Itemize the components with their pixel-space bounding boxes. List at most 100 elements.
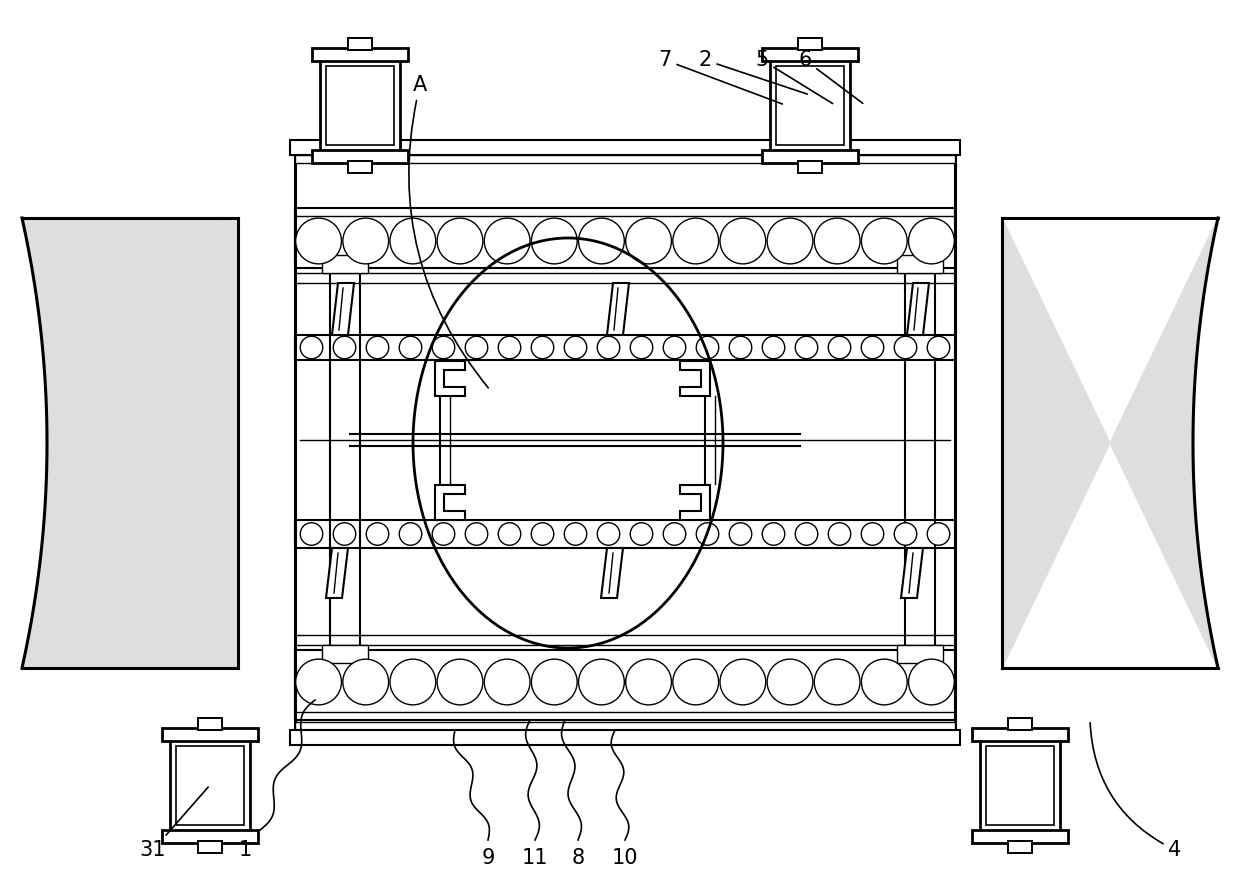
Bar [897, 645, 942, 663]
Text: 31: 31 [140, 787, 208, 860]
Bar [162, 727, 258, 741]
Circle shape [626, 218, 671, 264]
Circle shape [564, 523, 587, 545]
Polygon shape [680, 485, 711, 519]
Circle shape [295, 218, 341, 264]
Text: 7: 7 [658, 50, 782, 104]
Text: 10: 10 [611, 848, 639, 868]
Circle shape [795, 523, 817, 545]
Text: 1: 1 [238, 840, 252, 860]
Bar [162, 829, 258, 843]
Circle shape [334, 523, 356, 545]
Circle shape [768, 659, 813, 705]
Circle shape [862, 337, 884, 359]
Circle shape [532, 659, 577, 705]
Circle shape [828, 337, 851, 359]
Circle shape [729, 523, 751, 545]
Circle shape [485, 218, 529, 264]
Bar [295, 208, 955, 268]
Circle shape [894, 523, 916, 545]
Circle shape [894, 337, 916, 359]
Polygon shape [435, 485, 465, 519]
Bar [320, 58, 401, 152]
Circle shape [438, 218, 482, 264]
Bar [198, 718, 222, 729]
Circle shape [579, 218, 624, 264]
Circle shape [663, 523, 686, 545]
Circle shape [389, 218, 435, 264]
Circle shape [498, 337, 521, 359]
Circle shape [579, 659, 624, 705]
Text: 2: 2 [698, 50, 807, 94]
Circle shape [729, 337, 751, 359]
Bar [792, 130, 828, 155]
Circle shape [795, 337, 817, 359]
Circle shape [342, 659, 388, 705]
Bar [972, 727, 1068, 741]
Circle shape [673, 218, 719, 264]
Circle shape [630, 523, 652, 545]
Circle shape [928, 523, 950, 545]
Bar [1008, 841, 1032, 852]
Circle shape [763, 337, 785, 359]
Circle shape [696, 523, 719, 545]
Text: 11: 11 [522, 848, 548, 868]
Text: 6: 6 [799, 50, 863, 104]
Text: A: A [409, 75, 489, 388]
Circle shape [342, 218, 388, 264]
Circle shape [626, 659, 671, 705]
Circle shape [598, 337, 620, 359]
Circle shape [531, 523, 554, 545]
Circle shape [909, 218, 955, 264]
Circle shape [828, 523, 851, 545]
Circle shape [928, 337, 950, 359]
Bar [348, 37, 372, 50]
Circle shape [720, 659, 766, 705]
Bar [348, 160, 372, 173]
Circle shape [433, 523, 455, 545]
Bar [198, 841, 222, 852]
Circle shape [768, 218, 813, 264]
Bar [322, 645, 368, 663]
Bar [290, 730, 960, 745]
Bar [905, 268, 935, 650]
Circle shape [300, 337, 322, 359]
Bar [322, 255, 368, 273]
Circle shape [366, 337, 389, 359]
Text: 5: 5 [755, 50, 832, 104]
Text: 9: 9 [481, 848, 495, 868]
Circle shape [399, 337, 422, 359]
Circle shape [564, 337, 587, 359]
Polygon shape [601, 548, 622, 598]
Circle shape [465, 337, 487, 359]
Circle shape [862, 218, 908, 264]
Bar [799, 160, 822, 173]
Circle shape [465, 523, 487, 545]
Polygon shape [326, 548, 348, 598]
Bar [295, 650, 955, 720]
Circle shape [366, 523, 389, 545]
Bar [763, 48, 858, 60]
Circle shape [663, 337, 686, 359]
Bar [980, 737, 1060, 833]
Polygon shape [332, 283, 353, 335]
Bar [897, 255, 942, 273]
Bar [763, 150, 858, 162]
Circle shape [438, 659, 482, 705]
Text: 4: 4 [1090, 723, 1182, 860]
Circle shape [295, 659, 341, 705]
Bar [295, 155, 955, 730]
Circle shape [862, 659, 908, 705]
Polygon shape [906, 283, 929, 335]
Circle shape [862, 523, 884, 545]
Polygon shape [1002, 218, 1218, 668]
Bar [312, 48, 408, 60]
Circle shape [598, 523, 620, 545]
Bar [312, 150, 408, 162]
Bar [295, 722, 955, 730]
Polygon shape [22, 218, 238, 668]
Circle shape [763, 523, 785, 545]
Circle shape [531, 337, 554, 359]
Circle shape [334, 337, 356, 359]
Circle shape [815, 218, 861, 264]
